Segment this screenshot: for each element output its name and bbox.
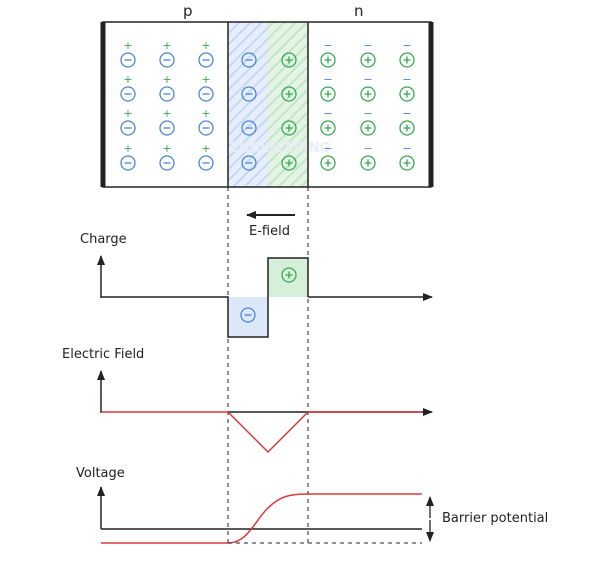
acceptor-ion xyxy=(241,155,257,171)
electron-carrier: − xyxy=(402,142,411,155)
acceptor-ion xyxy=(198,120,214,136)
acceptor-ion xyxy=(120,86,136,102)
donor-ion xyxy=(360,52,376,68)
depletion-p-side xyxy=(228,22,268,187)
acceptor-ion xyxy=(159,120,175,136)
voltage-profile xyxy=(101,493,422,544)
charge-profile xyxy=(101,257,309,338)
donor-ion xyxy=(281,52,297,68)
acceptor-ion xyxy=(159,52,175,68)
acceptor-ion xyxy=(159,86,175,102)
electron-carrier: − xyxy=(323,142,332,155)
charge-carriers: + + + − − − + + + − − − + + + − − − + + + − − − xyxy=(120,39,415,171)
donor-ion xyxy=(399,52,415,68)
efield-label: E-field xyxy=(249,224,290,239)
donor-ion xyxy=(281,155,297,171)
electron-carrier: − xyxy=(402,39,411,52)
field-axis-label: Electric Field xyxy=(62,347,145,362)
voltage-axis-label: Voltage xyxy=(76,466,125,481)
hole-carrier: + xyxy=(201,142,210,155)
donor-ion xyxy=(360,155,376,171)
hole-carrier: + xyxy=(162,39,171,52)
charge-axis-label: Charge xyxy=(80,232,127,247)
electron-carrier: − xyxy=(323,107,332,120)
n-region-label: n xyxy=(354,2,364,20)
acceptor-ion xyxy=(120,52,136,68)
hole-carrier: + xyxy=(123,107,132,120)
donor-ion xyxy=(320,120,336,136)
p-region-label: p xyxy=(183,2,193,20)
electron-carrier: − xyxy=(363,73,372,86)
electron-carrier: − xyxy=(363,142,372,155)
acceptor-ion xyxy=(198,155,214,171)
acceptor-ion xyxy=(241,52,257,68)
donor-ion xyxy=(399,155,415,171)
hole-carrier: + xyxy=(162,73,171,86)
electron-carrier: − xyxy=(363,39,372,52)
acceptor-ion xyxy=(241,86,257,102)
electron-carrier: − xyxy=(402,107,411,120)
hole-carrier: + xyxy=(201,73,210,86)
donor-ion xyxy=(320,155,336,171)
hole-carrier: + xyxy=(123,142,132,155)
acceptor-ion xyxy=(198,86,214,102)
donor-ion xyxy=(399,120,415,136)
donor-ion xyxy=(281,120,297,136)
charge-positive-fill xyxy=(268,258,308,297)
acceptor-ion xyxy=(120,120,136,136)
charge-negative-fill xyxy=(228,297,268,337)
depletion-n-side xyxy=(268,22,308,187)
electron-carrier: − xyxy=(402,73,411,86)
donor-ion xyxy=(320,52,336,68)
watermark: ENGINEERING xyxy=(230,141,330,156)
hole-carrier: + xyxy=(123,73,132,86)
hole-carrier: + xyxy=(162,107,171,120)
electron-carrier: − xyxy=(323,39,332,52)
acceptor-ion xyxy=(159,155,175,171)
field-profile xyxy=(101,411,422,454)
acceptor-ion xyxy=(241,120,257,136)
hole-carrier: + xyxy=(201,107,210,120)
hole-carrier: + xyxy=(201,39,210,52)
donor-ion xyxy=(360,120,376,136)
hole-carrier: + xyxy=(123,39,132,52)
electron-carrier: − xyxy=(323,73,332,86)
charge-negative-symbol xyxy=(240,307,256,323)
donor-ion xyxy=(281,86,297,102)
hole-carrier: + xyxy=(162,142,171,155)
barrier-potential-label: Barrier potential xyxy=(442,511,549,526)
electron-carrier: − xyxy=(363,107,372,120)
charge-positive-symbol xyxy=(281,267,297,283)
donor-ion xyxy=(360,86,376,102)
acceptor-ion xyxy=(120,155,136,171)
donor-ion xyxy=(320,86,336,102)
donor-ion xyxy=(399,86,415,102)
acceptor-ion xyxy=(198,52,214,68)
